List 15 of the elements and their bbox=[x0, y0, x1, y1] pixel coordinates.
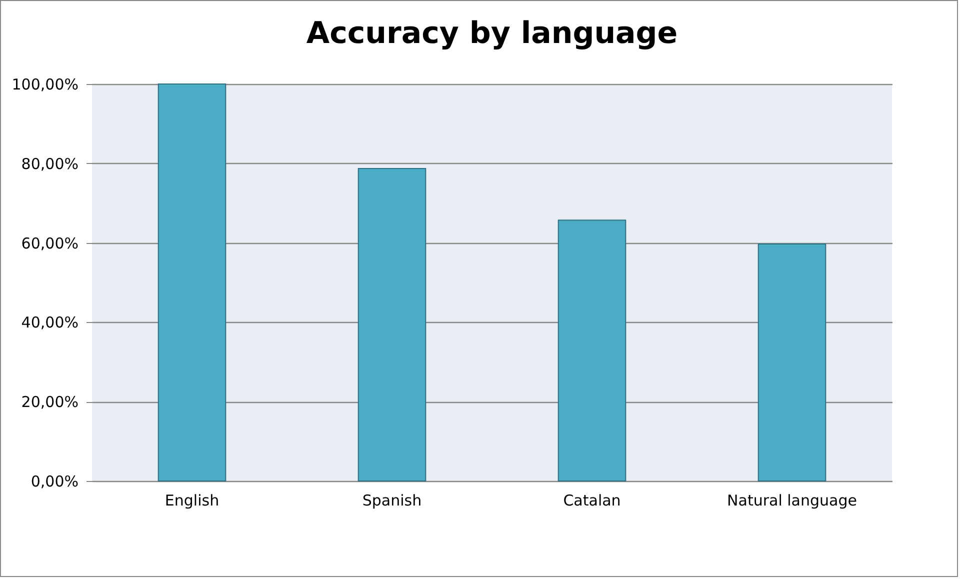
bar bbox=[358, 168, 426, 482]
x-tick-label: English bbox=[164, 492, 220, 510]
x-tick-label: Catalan bbox=[563, 492, 621, 510]
x-tick-label: Natural language bbox=[727, 492, 857, 510]
chart-title: Accuracy by language bbox=[306, 16, 678, 51]
y-tick-label: 100,00% bbox=[12, 76, 78, 94]
y-tick-label: 60,00% bbox=[21, 234, 78, 252]
y-tick-label: 0,00% bbox=[30, 472, 78, 490]
y-tick-label: 40,00% bbox=[21, 314, 78, 332]
y-tick-label: 80,00% bbox=[21, 154, 78, 173]
bar bbox=[158, 84, 226, 482]
bar bbox=[558, 220, 626, 482]
bar bbox=[758, 243, 826, 482]
y-tick-label: 20,00% bbox=[21, 393, 78, 412]
x-tick-label: Spanish bbox=[362, 492, 422, 510]
